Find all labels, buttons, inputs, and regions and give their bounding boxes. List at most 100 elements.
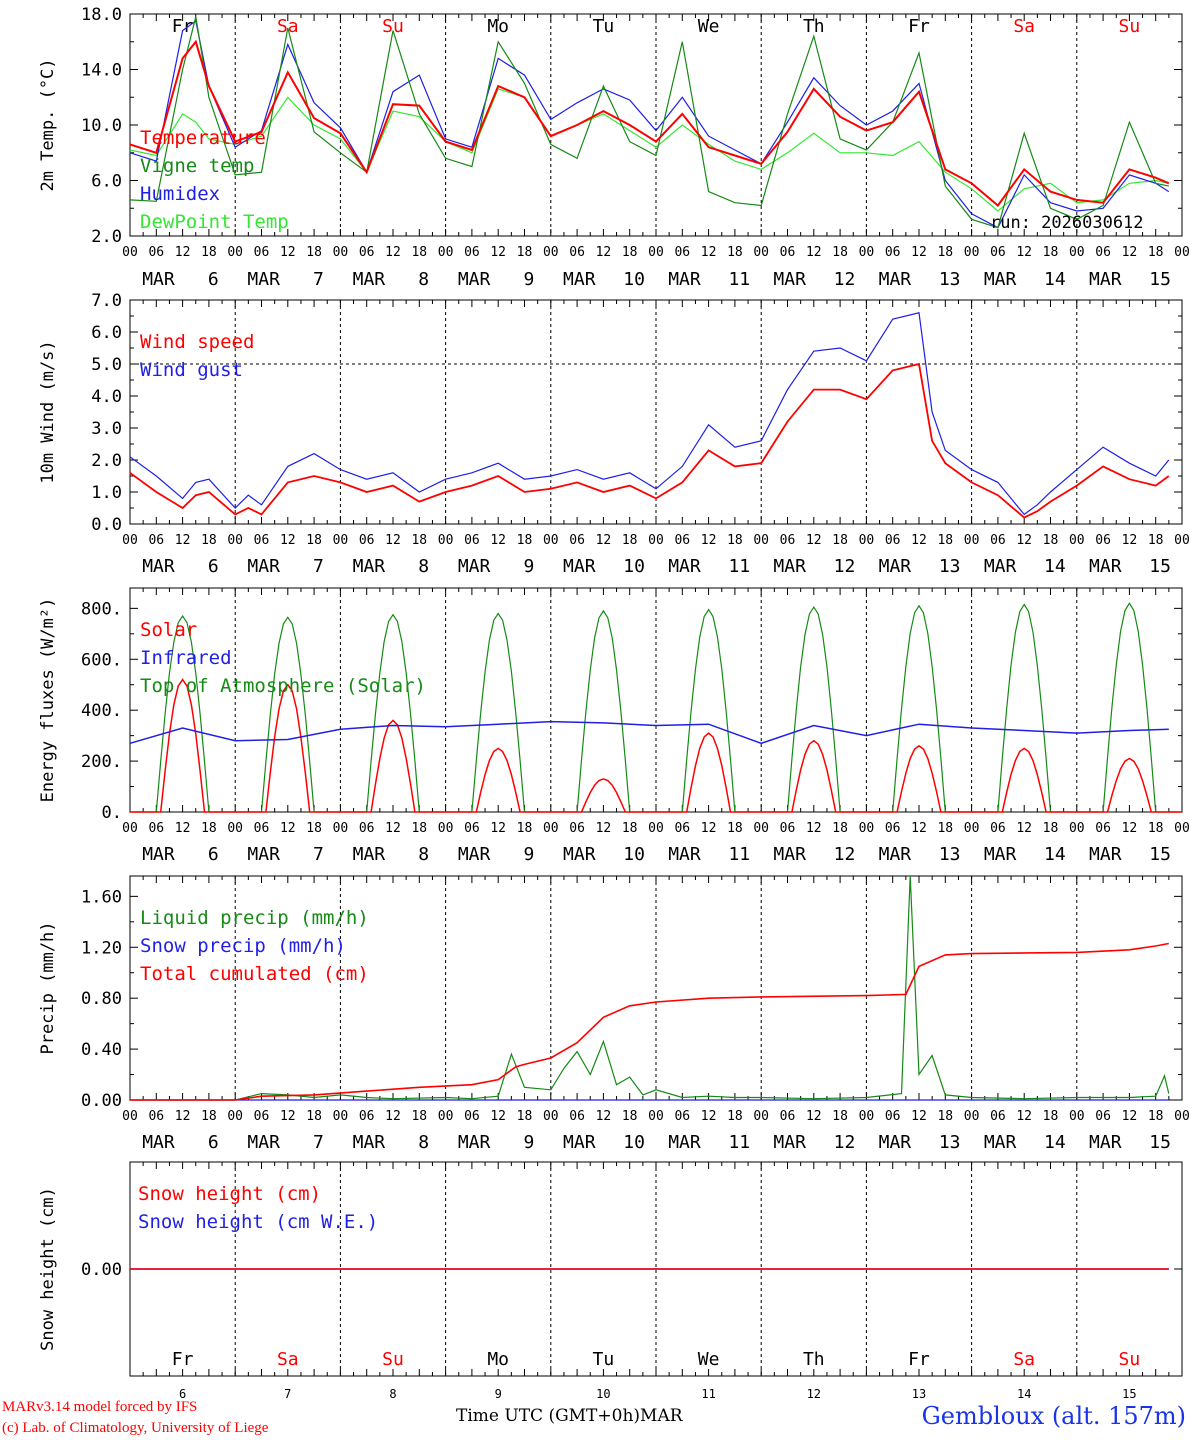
hour-tick-label: 00 [122,821,138,836]
hour-tick-label: 12 [1122,1109,1138,1124]
hour-tick-label: 12 [385,821,401,836]
date-month-label: MAR [773,1132,806,1153]
y-tick-label: 0.40 [81,1040,122,1060]
date-day-label: 9 [523,844,534,865]
hour-tick-label: 12 [911,821,927,836]
hour-tick-label: 18 [1148,1109,1164,1124]
weekday-label-top: Fr [908,16,930,37]
weekday-label-top: Sa [1013,16,1035,37]
station-name: Gembloux (alt. 157m) [921,1402,1186,1430]
hour-tick-label: 18 [832,821,848,836]
hour-tick-label: 06 [254,1109,270,1124]
date-day-label: 9 [523,1132,534,1153]
series-line-temperature [129,39,1170,207]
date-month-label: MAR [563,269,596,290]
y-tick-label: 800. [81,599,122,619]
hour-tick-label: 00 [333,245,349,260]
hour-tick-label: 18 [622,245,638,260]
y-axis-label: 2m Temp. (°C) [38,58,58,191]
date-month-label: MAR [458,844,491,865]
weekday-label-bottom: Fr [908,1349,930,1370]
date-month-label: MAR [247,1132,280,1153]
y-tick-label: 200. [81,752,122,772]
hour-tick-label: 18 [411,821,427,836]
hour-tick-label: 00 [859,245,875,260]
date-day-label: 14 [1044,1132,1066,1153]
hour-tick-label: 12 [490,245,506,260]
weekday-label-bottom: Mo [487,1349,509,1370]
hour-tick-label: 00 [543,245,559,260]
hour-tick-label: 06 [464,245,480,260]
hour-tick-label: 12 [280,821,296,836]
date-day-label: 10 [623,844,645,865]
hour-tick-label: 06 [674,245,690,260]
hour-tick-label: 18 [306,245,322,260]
hour-tick-label: 18 [1043,533,1059,548]
hour-tick-label: 06 [674,533,690,548]
legend-entry: Total cumulated (cm) [140,963,369,985]
hour-tick-label: 18 [622,821,638,836]
hour-tick-label: 00 [227,533,243,548]
date-month-label: MAR [353,844,386,865]
weekday-label-bottom: We [698,1349,720,1370]
hour-tick-label: 00 [438,533,454,548]
weekday-label-top: Mo [487,16,509,37]
date-day-label: 9 [523,556,534,577]
date-month-label: MAR [668,556,701,577]
hour-tick-label: 06 [780,1109,796,1124]
date-month-label: MAR [879,844,912,865]
date-month-label: MAR [458,269,491,290]
hour-tick-label: 18 [201,245,217,260]
legend-entry: Vigne temp [140,155,254,177]
hour-tick-label: 12 [1122,245,1138,260]
run-label: run: 2026030612 [990,213,1144,233]
date-month-label: MAR [984,269,1017,290]
date-month-label: MAR [984,556,1017,577]
weekday-label-bottom: Tu [593,1349,615,1370]
weekday-label-top: Su [1119,16,1141,37]
hour-tick-label: 18 [832,533,848,548]
date-day-label: 7 [313,556,324,577]
date-month-label: MAR [668,1132,701,1153]
hour-tick-label: 12 [806,1109,822,1124]
y-tick-label: 14.0 [81,61,122,81]
series-line-humidex [129,19,1170,229]
legend-entry: Top of Atmosphere (Solar) [140,675,426,697]
hour-tick-label: 18 [201,821,217,836]
hour-tick-label: 00 [333,533,349,548]
y-axis-label: Energy fluxes (W/m²) [38,598,58,803]
hour-tick-label: 18 [517,1109,533,1124]
hour-tick-label: 12 [701,245,717,260]
day-number-label: 12 [807,1387,821,1401]
date-day-label: 13 [939,269,961,290]
legend-entry: Snow height (cm W.E.) [138,1211,378,1233]
hour-tick-label: 06 [780,245,796,260]
weekday-label-top: Th [803,16,825,37]
y-tick-label: 5.0 [91,355,122,375]
hour-tick-label: 00 [859,533,875,548]
date-day-label: 10 [623,1132,645,1153]
date-month-label: MAR [668,269,701,290]
y-axis-label: Precip (mm/h) [38,921,58,1054]
hour-tick-label: 06 [464,821,480,836]
hour-tick-label: 00 [753,245,769,260]
series-line-liquid-precip-mm-h- [130,875,1170,1101]
y-axis-label: 10m Wind (m/s) [38,340,58,483]
hour-tick-label: 06 [569,1109,585,1124]
hour-tick-label: 00 [859,821,875,836]
date-month-label: MAR [984,844,1017,865]
date-month-label: MAR [563,1132,596,1153]
date-day-label: 13 [939,844,961,865]
hour-tick-label: 06 [254,245,270,260]
hour-tick-label: 00 [964,821,980,836]
hour-tick-label: 06 [359,821,375,836]
y-tick-label: 4.0 [91,387,122,407]
hour-tick-label: 18 [1043,1109,1059,1124]
weekday-label-top: Tu [593,16,615,37]
hour-tick-label: 06 [148,1109,164,1124]
date-day-label: 15 [1149,1132,1171,1153]
date-month-label: MAR [142,844,175,865]
hour-tick-label: 12 [175,533,191,548]
hour-tick-label: 00 [859,1109,875,1124]
hour-tick-label: 06 [359,1109,375,1124]
